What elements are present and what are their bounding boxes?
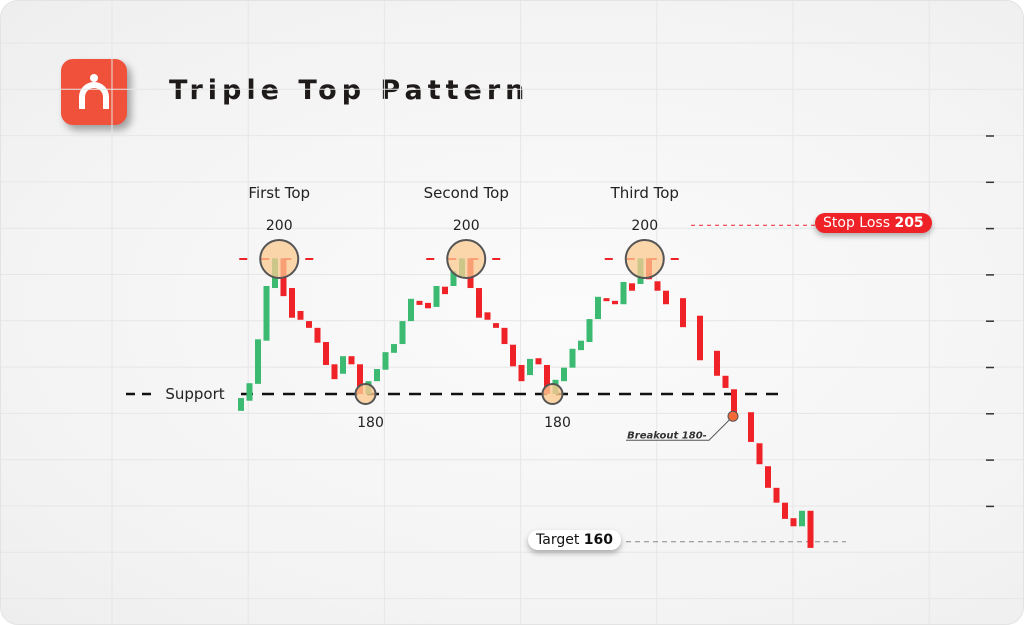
bearish-candle — [629, 283, 635, 291]
bearish-candle — [297, 310, 304, 320]
target-label: Target — [536, 531, 580, 548]
target-value: 160 — [583, 531, 613, 548]
support-label: Support — [165, 385, 224, 403]
bearish-candle — [756, 443, 763, 465]
stop-loss-badge: Stop Loss 205 — [815, 213, 932, 234]
bearish-candle — [425, 302, 431, 309]
bearish-candle — [357, 364, 363, 394]
bullish-candle — [450, 271, 457, 286]
trough-highlight-circle — [354, 383, 377, 405]
top-highlight-circle — [446, 239, 487, 279]
bearish-candle — [535, 358, 542, 365]
breakout-label: Breakout 180- — [627, 430, 707, 441]
bullish-candle — [399, 321, 406, 345]
bearish-candle — [442, 286, 448, 295]
bullish-candle — [799, 510, 805, 527]
bullish-candle — [578, 340, 584, 351]
bearish-candle — [748, 412, 754, 442]
bullish-candle — [561, 367, 567, 382]
stop-loss-label: Stop Loss — [823, 215, 890, 232]
bearish-candle — [654, 281, 661, 291]
bearish-candle — [331, 364, 338, 380]
brand-logo-icon — [61, 59, 127, 125]
bullish-candle — [263, 286, 270, 341]
breakout-marker — [727, 410, 739, 422]
bearish-candle — [663, 290, 669, 305]
bullish-candle — [246, 383, 253, 401]
bearish-candle — [493, 323, 499, 328]
stop-loss-value: 205 — [894, 215, 924, 232]
bearish-candle — [476, 288, 482, 318]
bullish-candle — [620, 281, 627, 305]
bullish-candle — [586, 319, 593, 343]
top-label: Third Top — [610, 184, 679, 202]
bearish-candle — [510, 344, 516, 367]
bullish-candle — [433, 286, 440, 307]
bullish-candle — [340, 356, 346, 374]
bullish-candle — [408, 298, 414, 322]
top-label: Second Top — [424, 184, 509, 202]
top-value: 200 — [266, 218, 293, 234]
bearish-candle — [348, 356, 355, 365]
bullish-candle — [238, 398, 244, 411]
bullish-candle — [382, 352, 389, 370]
bearish-candle — [765, 466, 771, 488]
top-highlight-circle — [624, 239, 665, 279]
trough-value: 180 — [357, 415, 384, 431]
bullish-candle — [255, 339, 261, 384]
bullish-candle — [391, 344, 397, 353]
bearish-candle — [518, 364, 525, 382]
bearish-candle — [484, 312, 491, 320]
bearish-candle — [714, 350, 720, 376]
page-title: Triple Top Pattern — [169, 75, 530, 106]
bullish-candle — [374, 369, 380, 382]
bearish-candle — [289, 288, 295, 318]
bearish-candle — [807, 510, 814, 548]
bearish-candle — [680, 298, 686, 328]
bearish-candle — [697, 315, 703, 361]
target-badge: Target 160 — [528, 529, 621, 550]
bearish-candle — [773, 487, 780, 503]
top-highlight-circle — [259, 239, 300, 279]
bearish-candle — [603, 298, 610, 302]
top-label: First Top — [248, 184, 310, 202]
trough-value: 180 — [544, 415, 571, 431]
bearish-candle — [416, 300, 423, 305]
bullish-candle — [595, 296, 601, 320]
bearish-candle — [314, 327, 321, 343]
breakout-leader-line — [626, 415, 734, 441]
bullish-candle — [569, 348, 576, 368]
top-value: 200 — [631, 218, 658, 234]
bearish-candle — [722, 375, 729, 388]
bearish-candle — [501, 327, 508, 345]
trough-highlight-circle — [541, 383, 564, 405]
bearish-candle — [306, 321, 312, 328]
top-value: 200 — [453, 218, 480, 234]
bearish-candle — [612, 300, 618, 305]
bearish-candle — [782, 502, 788, 519]
bearish-candle — [323, 342, 329, 365]
bearish-candle — [790, 518, 797, 527]
bearish-candle — [544, 364, 550, 394]
bearish-candle — [731, 389, 737, 415]
bullish-candle — [527, 358, 533, 376]
